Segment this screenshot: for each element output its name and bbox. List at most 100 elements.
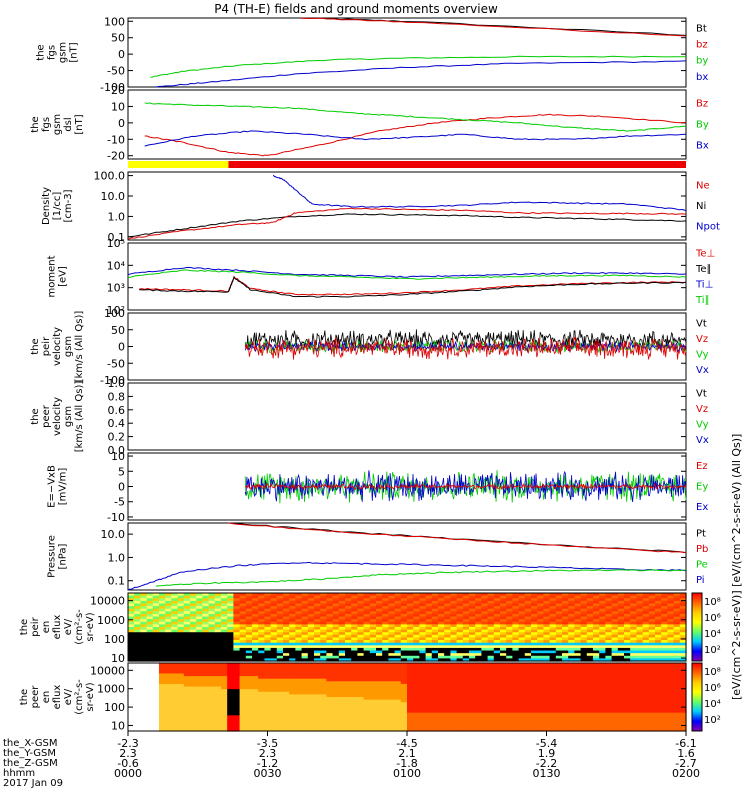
heatmap-cell [537, 691, 544, 695]
heatmap-cell [165, 702, 172, 706]
heatmap-cell [152, 600, 160, 605]
heatmap-cell [177, 616, 185, 620]
y-axis-label: eflux [52, 615, 63, 640]
heatmap-cell [252, 686, 259, 690]
heatmap-cell [345, 608, 352, 612]
heatmap-cell [221, 715, 228, 719]
heatmap-cell [493, 723, 501, 727]
heatmap-cell [555, 613, 563, 618]
heatmap-cell [376, 668, 383, 672]
heatmap-cell [562, 668, 569, 672]
heatmap-cell [580, 691, 588, 695]
heatmap-cell [425, 658, 433, 662]
heatmap-cell [165, 606, 172, 610]
heatmap-cell [407, 655, 414, 659]
heatmap-cell [456, 725, 464, 729]
heatmap-cell [171, 653, 179, 657]
heatmap-cell [407, 606, 414, 610]
heatmap-cell [543, 720, 551, 724]
heatmap-cell [307, 640, 315, 644]
heatmap-cell [214, 663, 222, 667]
heatmap-cell [450, 647, 458, 652]
heatmap-cell [444, 723, 451, 727]
heatmap-cell [456, 668, 464, 672]
heatmap-cell [611, 663, 619, 667]
heatmap-cell [264, 608, 272, 612]
heatmap-cell [456, 720, 464, 724]
heatmap-cell [475, 637, 482, 641]
heatmap-cell [214, 689, 222, 693]
heatmap-cell [630, 720, 637, 724]
heatmap-cell [462, 686, 470, 690]
heatmap-cell [655, 663, 662, 667]
heatmap-cell [500, 670, 507, 675]
heatmap-cell [233, 653, 241, 657]
heatmap-cell [580, 720, 588, 724]
heatmap-cell [134, 598, 141, 602]
heatmap-cell [611, 697, 619, 701]
heatmap-cell [357, 712, 365, 716]
heatmap-cell [283, 640, 290, 644]
series-by [150, 55, 686, 78]
heatmap-cell [599, 629, 606, 633]
heatmap-cell [183, 627, 191, 631]
heatmap-cell [661, 673, 668, 677]
heatmap-cell [283, 619, 290, 623]
heatmap-cell [562, 663, 569, 667]
heatmap-cell [580, 603, 588, 607]
heatmap-cell [413, 645, 420, 649]
heatmap-cell [531, 634, 538, 639]
legend-By: By [696, 119, 709, 130]
heatmap-cell [648, 670, 656, 675]
heatmap-cell [679, 653, 687, 657]
heatmap-cell [407, 658, 414, 662]
heatmap-cell [655, 611, 662, 615]
heatmap-cell [214, 637, 222, 641]
heatmap-cell [469, 717, 476, 722]
heatmap-cell [382, 704, 389, 709]
heatmap-cell [332, 650, 340, 654]
heatmap-cell [400, 653, 408, 657]
heatmap-cell [245, 658, 253, 662]
heatmap-cell [487, 699, 495, 703]
heatmap-cell [252, 691, 259, 695]
heatmap-cell [593, 611, 600, 615]
heatmap-cell [469, 603, 476, 607]
heatmap-cell [661, 629, 668, 633]
heatmap-cell [555, 658, 563, 662]
heatmap-cell [382, 725, 389, 729]
heatmap-cell [599, 658, 606, 662]
heatmap-cell [283, 613, 290, 618]
heatmap-cell [667, 673, 675, 677]
heatmap-cell [407, 593, 414, 597]
heatmap-cell [456, 697, 464, 701]
heatmap-cell [444, 600, 451, 605]
heatmap-cell [469, 725, 476, 729]
heatmap-cell [431, 658, 439, 662]
heatmap-cell [146, 650, 154, 654]
heatmap-cell [345, 653, 352, 657]
heatmap-cell [208, 707, 216, 711]
heatmap-cell [295, 712, 303, 716]
heatmap-cell [245, 689, 253, 693]
heatmap-cell [388, 710, 396, 714]
heatmap-cell [239, 704, 247, 709]
heatmap-cell [227, 683, 234, 688]
heatmap-cell [320, 704, 327, 709]
heatmap-cell [431, 697, 439, 701]
heatmap-cell [462, 611, 470, 615]
heatmap-cell [537, 717, 544, 722]
heatmap-cell [196, 637, 203, 641]
heatmap-cell [326, 681, 334, 685]
heatmap-cell [611, 593, 619, 597]
heatmap-cell [382, 702, 389, 706]
heatmap-cell [326, 634, 334, 639]
heatmap-cell [506, 699, 513, 703]
heatmap-cell [655, 725, 662, 729]
heatmap-cell [400, 694, 408, 698]
heatmap-cell [500, 627, 507, 631]
heatmap-cell [400, 681, 408, 685]
heatmap-cell [295, 702, 303, 706]
heatmap-cell [196, 621, 203, 625]
heatmap-cell [208, 723, 216, 727]
